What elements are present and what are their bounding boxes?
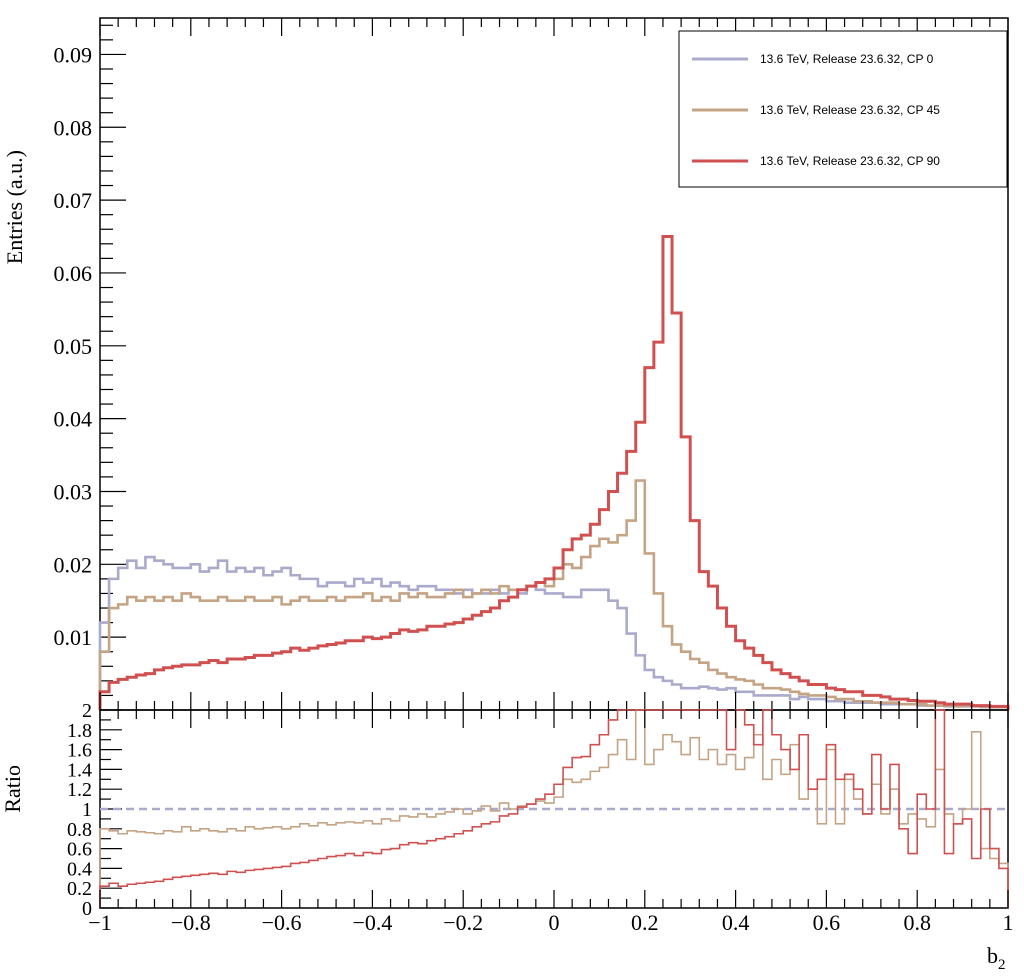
ratio-y-tick-label: 2	[82, 700, 92, 722]
main-panel: 0.01 0.02 0.03 0.04 0.05 0.06 0.07 0.08 0.09 Ent…	[2, 17, 1010, 711]
main-histograms	[98, 235, 1010, 710]
ratio-panel: 00.20.40.60.811.21.41.61.82 −1 −0.8 −0.6 −0…	[0, 700, 1014, 973]
x-axis-label: b2	[987, 943, 1006, 973]
main-y-tick-label: 0.08	[54, 115, 93, 140]
x-tick-label: 0.8	[903, 910, 931, 935]
main-y-tick-label: 0.03	[54, 479, 93, 504]
ratio-y-tick-label: 0	[82, 898, 92, 920]
x-tick-label: 1	[1003, 910, 1014, 935]
ratio-histograms	[99, 709, 1009, 908]
x-tick-label: −1	[88, 910, 111, 935]
ratio-series-1	[99, 709, 1009, 908]
ratio-x-axis: −1 −0.8 −0.6 −0.4 −0.2 0 0.2 0.4 0.6 0.8 1	[88, 710, 1014, 935]
ratio-y-axis-label: Ratio	[0, 765, 25, 813]
x-axis-label-subscript: 2	[998, 957, 1006, 973]
main-y-tick-label: 0.06	[54, 261, 93, 286]
x-tick-label: 0.4	[722, 910, 750, 935]
main-y-tick-label: 0.05	[54, 334, 93, 359]
main-y-tick-label: 0.04	[54, 407, 93, 432]
x-tick-label: −0.2	[443, 910, 483, 935]
ratio-series-0	[99, 709, 1009, 908]
x-tick-label: 0	[549, 910, 560, 935]
x-tick-label: 0.2	[631, 910, 659, 935]
ratio-y-tick-label: 1.6	[67, 740, 92, 762]
ratio-y-tick-label: 0.8	[67, 819, 92, 841]
legend-label-0: 13.6 TeV, Release 23.6.32, CP 0	[760, 52, 934, 66]
legend: 13.6 TeV, Release 23.6.32, CP 0 13.6 TeV,…	[678, 30, 1008, 188]
ratio-y-tick-label: 0.6	[67, 839, 92, 861]
ratio-y-tick-label: 1.4	[67, 759, 92, 781]
ratio-y-tick-label: 0.4	[67, 858, 92, 880]
main-y-axis-label: Entries (a.u.)	[2, 150, 27, 264]
ratio-y-axis: 00.20.40.60.811.21.41.61.82	[67, 700, 122, 920]
ratio-y-tick-label: 1.8	[67, 720, 92, 742]
x-tick-label: −0.8	[171, 910, 211, 935]
x-tick-label: 0.6	[813, 910, 841, 935]
legend-label-2: 13.6 TeV, Release 23.6.32, CP 90	[760, 154, 940, 168]
legend-items: 13.6 TeV, Release 23.6.32, CP 0 13.6 TeV,…	[692, 52, 940, 168]
main-y-axis: 0.01 0.02 0.03 0.04 0.05 0.06 0.07 0.08 0.09	[54, 24, 126, 697]
ratio-y-tick-label: 0.2	[67, 878, 92, 900]
main-y-tick-label: 0.09	[54, 42, 93, 67]
x-tick-label: −0.6	[262, 910, 302, 935]
x-axis-label-main: b	[987, 943, 998, 968]
main-y-tick-label: 0.01	[54, 625, 93, 650]
x-tick-label: −0.4	[352, 910, 392, 935]
ratio-y-tick-label: 1	[82, 799, 92, 821]
main-y-tick-label: 0.07	[54, 188, 93, 213]
main-y-tick-label: 0.02	[54, 552, 93, 577]
main-x-ticks	[99, 18, 1009, 710]
legend-label-1: 13.6 TeV, Release 23.6.32, CP 45	[760, 103, 940, 117]
histogram-series-2	[98, 235, 1010, 710]
ratio-y-tick-label: 1.2	[67, 779, 92, 801]
histogram-series-1	[98, 479, 1010, 710]
